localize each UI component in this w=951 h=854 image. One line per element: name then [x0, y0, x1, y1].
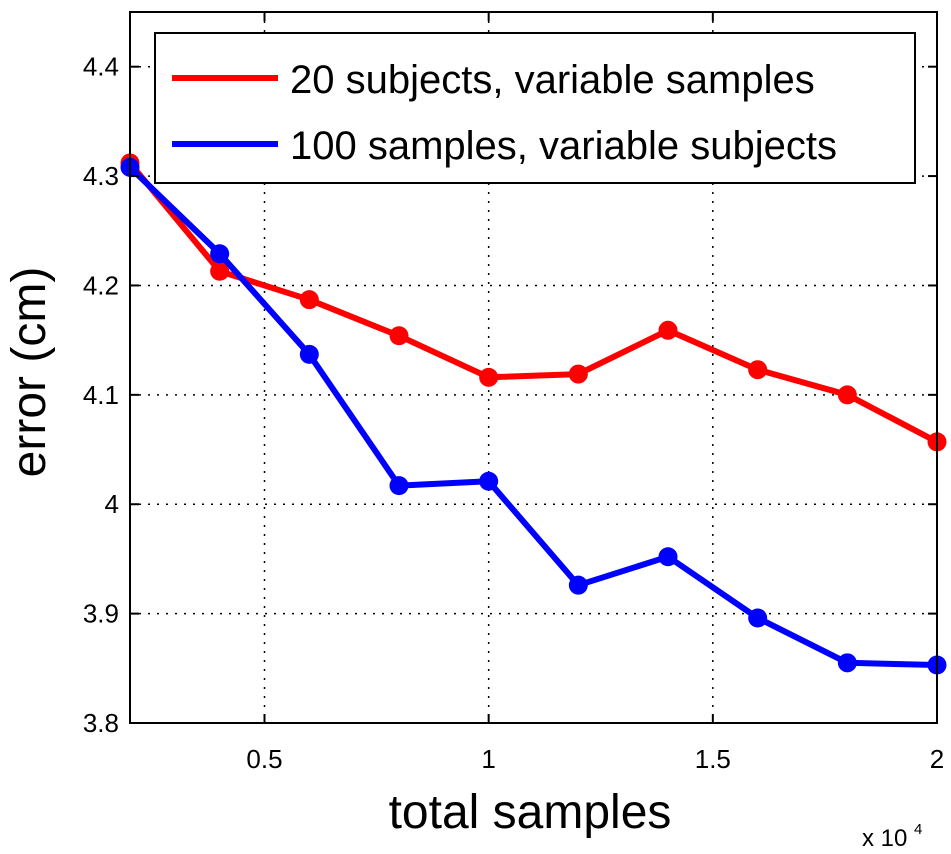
- legend-label-1: 20 subjects, variable samples: [290, 58, 815, 102]
- legend-box: [154, 32, 916, 184]
- series-1-point: [389, 326, 409, 346]
- x-tick-label: 0.5: [246, 744, 282, 774]
- x-tick-label: 2: [930, 744, 944, 774]
- y-tick-label: 4.2: [83, 270, 119, 300]
- series-1-point: [748, 360, 768, 380]
- y-tick-label: 4.1: [83, 380, 119, 410]
- series-2-point: [658, 547, 678, 567]
- series-2-point: [389, 476, 409, 496]
- series-line-1: [127, 160, 940, 445]
- series-1-point: [479, 367, 499, 387]
- y-tick-label: 3.9: [83, 599, 119, 629]
- x-axis-multiplier-exponent: 4: [914, 821, 922, 838]
- series-1-point: [658, 320, 678, 340]
- y-axis-title: error (cm): [3, 267, 56, 478]
- series-2-point: [837, 653, 857, 673]
- series-line-2: [127, 164, 940, 668]
- series-1-point: [210, 261, 230, 281]
- x-tick-label: 1.5: [695, 744, 731, 774]
- y-tick-label: 3.8: [83, 708, 119, 738]
- series-2-point: [299, 344, 319, 364]
- y-tick-label: 4.3: [83, 161, 119, 191]
- axes: [129, 11, 938, 724]
- y-tick-label: 4: [105, 489, 119, 519]
- series-2-point: [568, 575, 588, 595]
- legend: 20 subjects, variable samples 100 sample…: [154, 32, 916, 184]
- series-layer: [120, 153, 947, 675]
- ticks: [130, 12, 938, 724]
- x-axis-multiplier-base: x 10: [862, 825, 907, 852]
- series-1-point: [837, 385, 857, 405]
- legend-label-2: 100 samples, variable subjects: [290, 124, 837, 168]
- plot-frame: [129, 11, 938, 724]
- x-tick-label: 1: [481, 744, 495, 774]
- series-1-point: [568, 364, 588, 384]
- x-axis-title: total samples: [389, 786, 672, 839]
- y-tick-label: 4.4: [83, 52, 119, 82]
- series-2-point: [748, 608, 768, 628]
- series-2-point: [210, 244, 230, 264]
- tick-labels: 0.5 1 1.5 2 3.8 3.9 4 4.1 4.2 4.3 4.4: [83, 52, 944, 774]
- series-2-point: [479, 471, 499, 491]
- series-1-point: [299, 290, 319, 310]
- x-axis-multiplier: x 10 4: [862, 821, 922, 852]
